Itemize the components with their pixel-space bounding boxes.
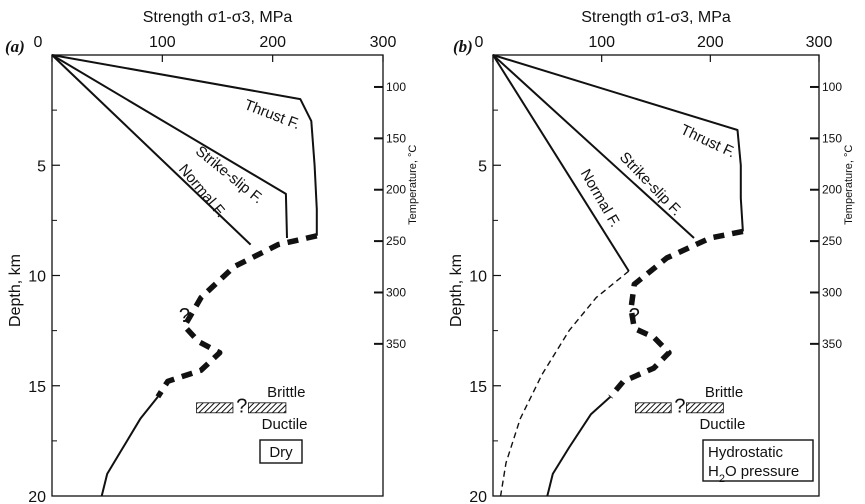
curve-label: Strike-slip F. bbox=[616, 149, 685, 220]
temp-tick-label: 150 bbox=[822, 131, 842, 145]
y-tick-label: 5 bbox=[37, 158, 46, 175]
temp-tick-label: 250 bbox=[822, 234, 842, 248]
question-mark: ? bbox=[629, 305, 640, 327]
y-tick-label: 10 bbox=[469, 269, 487, 286]
curve-thrust-f bbox=[492, 54, 744, 232]
condition-box bbox=[259, 439, 303, 464]
curve-strike-slip-f bbox=[51, 54, 288, 239]
condition-box-label: Dry bbox=[269, 444, 293, 461]
x-tick-label: 100 bbox=[149, 34, 176, 51]
temp-tick-label: 250 bbox=[386, 234, 406, 248]
x-tick-label: 0 bbox=[475, 34, 484, 51]
curve-thick-dashed-3 bbox=[608, 228, 744, 399]
question-mark: ? bbox=[674, 396, 685, 418]
y-tick-label: 15 bbox=[28, 379, 46, 396]
transition-hatch-right bbox=[247, 402, 287, 414]
curve-strike-slip-f bbox=[492, 54, 695, 239]
condition-box-label: H2O pressure bbox=[708, 463, 799, 485]
ductile-label: Ductile bbox=[699, 416, 745, 433]
curve-label: Thrust F. bbox=[242, 96, 303, 133]
temp-tick-label: 200 bbox=[386, 183, 406, 197]
plot-frame bbox=[51, 54, 384, 497]
panel-label: (b) bbox=[453, 37, 473, 56]
condition-box bbox=[702, 439, 814, 482]
question-mark: ? bbox=[179, 305, 190, 327]
transition-hatch-left bbox=[634, 402, 672, 414]
x-tick-label: 200 bbox=[697, 34, 724, 51]
brittle-label: Brittle bbox=[705, 384, 743, 401]
x-axis-title: Strength σ1-σ3, MPa bbox=[143, 9, 293, 26]
curve-thick-dashed-3 bbox=[155, 233, 318, 399]
curve-thrust-f bbox=[51, 54, 318, 236]
x-tick-label: 300 bbox=[370, 34, 397, 51]
y-tick-label: 15 bbox=[469, 379, 487, 396]
x-axis-title: Strength σ1-σ3, MPa bbox=[581, 9, 731, 26]
panel-label: (a) bbox=[5, 37, 25, 56]
curve-normal-f bbox=[51, 54, 252, 246]
curve-solid-5 bbox=[546, 396, 612, 497]
y-axis-title: Depth, km bbox=[448, 254, 465, 327]
x-tick-label: 0 bbox=[34, 34, 43, 51]
temperature-axis-title: Temperature, °C bbox=[407, 145, 419, 225]
chart-panel-b: (b) Strength σ1-σ3, MPa 0 100 200 300 5 10 15 20 D… bbox=[448, 9, 855, 504]
y-tick-label: 5 bbox=[478, 158, 487, 175]
temperature-axis-title: Temperature, °C bbox=[843, 145, 855, 225]
y-tick-label: 20 bbox=[469, 489, 487, 504]
temp-tick-label: 100 bbox=[822, 80, 842, 94]
plot-frame bbox=[492, 54, 820, 497]
y-tick-label: 20 bbox=[28, 489, 46, 504]
curve-solid-4 bbox=[100, 396, 159, 497]
temp-tick-label: 350 bbox=[822, 337, 842, 351]
temp-tick-label: 300 bbox=[386, 285, 406, 299]
transition-hatch-right bbox=[686, 402, 724, 414]
temp-tick-label: 300 bbox=[822, 285, 842, 299]
brittle-label: Brittle bbox=[267, 384, 305, 401]
temp-tick-label: 100 bbox=[386, 80, 406, 94]
curve-normal-f bbox=[492, 54, 630, 272]
temp-tick-label: 200 bbox=[822, 183, 842, 197]
x-tick-label: 100 bbox=[588, 34, 615, 51]
ductile-label: Ductile bbox=[262, 416, 308, 433]
y-tick-label: 10 bbox=[28, 269, 46, 286]
chart-panel-a: (a) Strength σ1-σ3, MPa 0 100 200 300 5 10 15 20 D… bbox=[5, 9, 419, 504]
y-axis-title: Depth, km bbox=[7, 254, 24, 327]
temp-tick-label: 350 bbox=[386, 337, 406, 351]
transition-hatch-left bbox=[196, 402, 234, 414]
x-tick-label: 300 bbox=[806, 34, 833, 51]
condition-box-label: Hydrostatic bbox=[708, 444, 784, 461]
temp-tick-label: 150 bbox=[386, 131, 406, 145]
curve-thin-dashed-4 bbox=[499, 270, 630, 497]
x-tick-label: 200 bbox=[259, 34, 286, 51]
question-mark: ? bbox=[236, 396, 247, 418]
